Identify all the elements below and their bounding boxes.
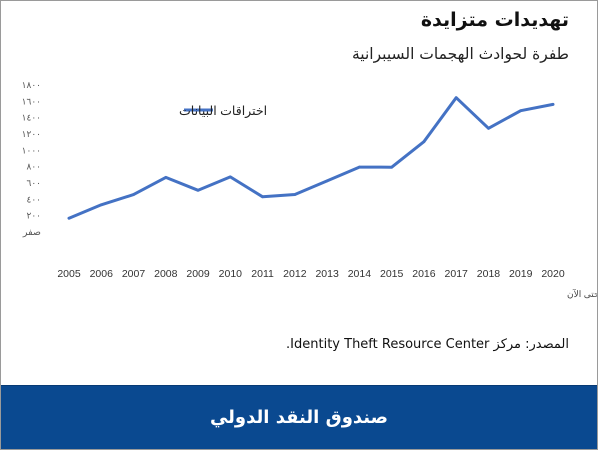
- data-point: [67, 216, 71, 220]
- x-tick-label: 2010: [219, 268, 243, 280]
- data-point: [325, 179, 329, 183]
- y-tick-label: ١٨٠٠: [22, 80, 41, 90]
- series-line-data-breaches: [67, 96, 555, 220]
- data-point: [261, 195, 264, 199]
- source-note: المصدر: مركز Identity Theft Resource Cen…: [286, 337, 569, 352]
- data-point: [454, 96, 458, 99]
- x-tick-label: 2014: [348, 268, 372, 280]
- data-point: [390, 165, 394, 169]
- x-tick-label: 2011: [251, 268, 274, 280]
- y-tick-label: ١٢٠٠: [22, 129, 41, 139]
- y-tick-label: صفر: [22, 227, 41, 238]
- data-point: [551, 103, 555, 106]
- chart-title: تهديدات متزايدة: [420, 9, 569, 31]
- data-point: [164, 176, 168, 179]
- data-point: [358, 165, 361, 169]
- data-point: [100, 203, 103, 207]
- y-tick-label: ١٤٠٠: [22, 113, 41, 123]
- x-tick-label: 2006: [90, 268, 114, 280]
- x-tick-label: 2015: [380, 268, 404, 280]
- chart-subtitle: طفرة لحوادث الهجمات السيبرانية: [352, 45, 569, 63]
- x-tick-label: 2017: [445, 268, 469, 280]
- data-point: [422, 140, 426, 143]
- data-point: [132, 193, 135, 196]
- x-tick-label: 2018: [477, 268, 501, 280]
- x-tick-label: 2005: [57, 268, 81, 280]
- y-tick-label: ٦٠٠: [26, 178, 41, 188]
- x-tick-label: 2009: [186, 268, 210, 280]
- x-axis-label: السنة حتى الآن: [567, 289, 598, 299]
- footer-banner: صندوق النقد الدولي: [1, 385, 597, 449]
- data-point: [229, 175, 232, 179]
- x-tick-label: 2013: [315, 268, 339, 280]
- data-point: [293, 193, 297, 196]
- x-tick-label: 2007: [122, 268, 146, 280]
- data-point: [487, 127, 490, 130]
- line-chart: صفر ٢٠٠ ٤٠٠ ٦٠٠ ٨٠٠ ١٠٠٠ ١٢٠٠ ١٤٠٠ ١٦٠٠ ١٨٠٠ 2005 2…: [22, 80, 598, 299]
- y-tick-label: ٤٠٠: [26, 194, 41, 204]
- x-tick-label: 2016: [412, 268, 436, 280]
- x-tick-label: 2012: [283, 268, 307, 280]
- footer-label: صندوق النقد الدولي: [209, 407, 389, 428]
- x-tick-label: 2020: [541, 268, 565, 280]
- y-tick-label: ٨٠٠: [26, 162, 41, 172]
- x-tick-label: 2019: [509, 268, 533, 280]
- y-tick-label: ١٠٠٠: [22, 145, 41, 155]
- data-point: [196, 189, 200, 192]
- data-point: [519, 109, 522, 112]
- y-tick-label: ١٦٠٠: [22, 96, 41, 106]
- y-tick-label: ٢٠٠: [26, 211, 41, 221]
- x-tick-label: 2008: [154, 268, 178, 280]
- legend-label: اختراقات البيانات: [179, 104, 267, 119]
